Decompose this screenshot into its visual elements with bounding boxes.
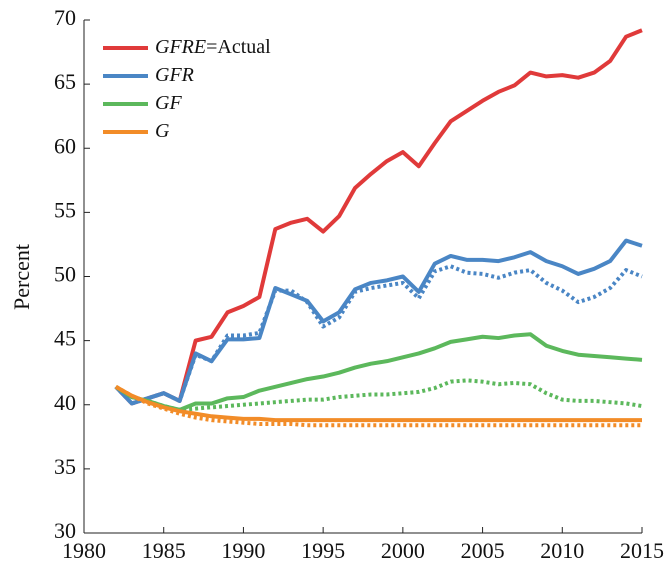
- data-line: [114, 238, 643, 406]
- x-tick-label: 2005: [461, 538, 505, 563]
- legend-label: GF: [155, 92, 182, 114]
- x-tick-label: 1995: [301, 538, 345, 563]
- data-line: [114, 264, 643, 406]
- data-line: [114, 378, 643, 412]
- legend-label: GFR: [155, 64, 194, 86]
- y-tick-label: 50: [54, 262, 76, 287]
- x-tick-label: 1985: [142, 538, 186, 563]
- y-tick-label: 35: [54, 454, 76, 479]
- y-tick-label: 60: [54, 133, 76, 158]
- x-tick-label: 1980: [62, 538, 106, 563]
- y-axis-label: Percent: [9, 244, 34, 310]
- x-tick-label: 2010: [540, 538, 584, 563]
- data-line: [114, 385, 642, 428]
- legend-label: GFRE=Actual: [155, 36, 271, 58]
- y-tick-label: 30: [54, 518, 76, 543]
- y-tick-label: 40: [54, 390, 76, 415]
- legend-label: G: [155, 120, 170, 142]
- y-tick-label: 65: [54, 69, 76, 94]
- data-line: [114, 28, 643, 406]
- y-tick-label: 70: [54, 5, 76, 30]
- y-tick-label: 45: [54, 326, 76, 351]
- x-tick-label: 1990: [221, 538, 265, 563]
- y-tick-label: 55: [54, 197, 76, 222]
- data-line: [114, 385, 642, 423]
- x-tick-label: 2000: [381, 538, 425, 563]
- x-tick-label: 2015: [620, 538, 664, 563]
- data-line: [114, 332, 643, 412]
